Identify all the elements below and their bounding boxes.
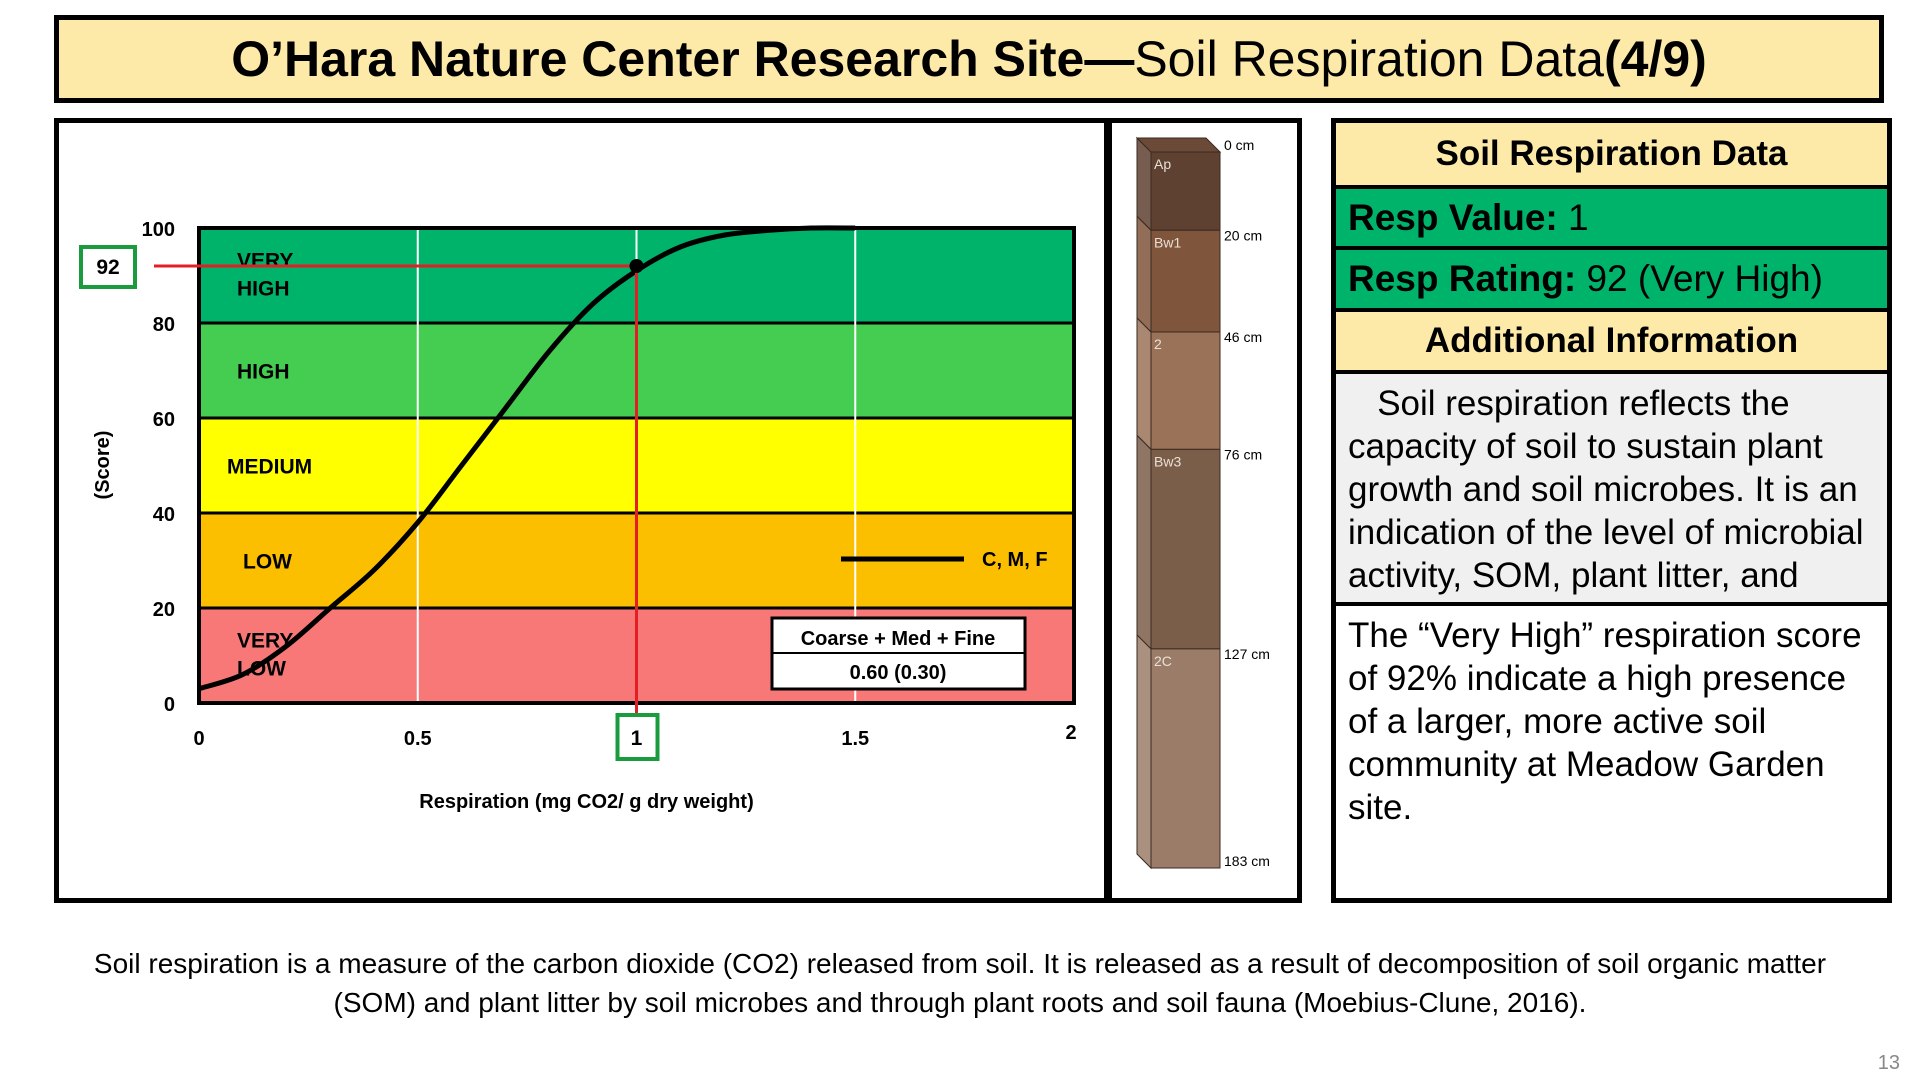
slide-title: O’Hara Nature Center Research Site— Soil … [54,15,1884,103]
horizon-side-face [1136,633,1152,870]
horizon-side-face [1136,316,1152,451]
depth-label: 0 cm [1224,137,1254,153]
depth-label: 76 cm [1224,446,1262,462]
x-tick-label: 1.5 [841,728,869,750]
y-tick-label: 100 [142,219,175,241]
horizon-label: 2C [1154,653,1172,669]
y-tick-label: 60 [153,409,175,431]
horizon-side-face [1136,215,1152,334]
soil-profile-panel: Ap Bw1 2 Bw3 2C 0 cm 20 cm 46 cm 76 cm 127 cm 183 … [1107,118,1302,903]
x-axis-label: Respiration (mg CO2/ g dry weight) [419,791,753,813]
depth-label: 127 cm [1224,646,1270,662]
horizon-side-face [1136,434,1152,651]
resp-rating: 92 (Very High) [1576,258,1823,299]
profile-top-face [1135,137,1222,153]
resp-rating-label: Resp Rating: [1348,258,1577,299]
resp-value-row: Resp Value: 1 [1336,189,1887,246]
series-line-cmf [198,225,856,692]
horizon-bw1 [1150,229,1221,333]
resp-value: 1 [1557,197,1589,238]
horizon-2c [1150,648,1221,869]
depth-label: 183 cm [1224,853,1270,869]
y-axis-label: (Score) [92,431,114,500]
horizon-bw3 [1150,448,1221,650]
x-tick-label: 0 [193,728,204,750]
title-page-indicator: (4/9) [1604,31,1707,87]
depth-label: 46 cm [1224,329,1262,345]
highlight-y-label: 92 [96,256,119,279]
x-tick-label: 2 [1065,722,1076,744]
info-paragraph-1: Soil respiration reflects the capacity o… [1336,374,1887,638]
info-panel: Soil Respiration Data Resp Value: 1 Resp… [1331,118,1892,903]
annotation-line-1: Coarse + Med + Fine [801,628,996,650]
highlight-x-box [615,713,660,761]
footnote: Soil respiration is a measure of the car… [93,948,1827,1018]
resp-rating-row: Resp Rating: 92 (Very High) [1336,250,1887,308]
chart-panel: VERY LOW LOW MEDIUM HIGH VERY HIGH 92 1 0 20 40 60 80… [54,118,1109,903]
y-tick-label: 20 [153,599,175,621]
horizon-label: Ap [1154,156,1171,172]
horizon-label: Bw1 [1154,234,1181,250]
highlight-x-label: 1 [631,727,643,750]
additional-information-header: Additional Information [1336,312,1887,370]
page-number: 13 [1877,1052,1900,1074]
annotation-line-2: 0.60 (0.30) [850,662,947,684]
legend-label: C, M, F [982,549,1048,571]
horizon-label: 2 [1154,336,1162,352]
highlight-y-box [79,245,137,289]
highlight-point [629,259,644,273]
band-label: HIGH [237,361,290,384]
y-tick-label: 80 [153,314,175,336]
band-label: MEDIUM [227,456,312,479]
band-label: VERY LOW [237,630,293,681]
y-tick-label: 40 [153,504,175,526]
soil-profile-diagram: Ap Bw1 2 Bw3 2C 0 cm 20 cm 46 cm 76 cm 127 cm 183 … [1135,136,1270,870]
horizon-2 [1150,331,1221,450]
band-label: LOW [243,551,292,574]
resp-value-label: Resp Value: [1348,197,1558,238]
y-tick-label: 0 [164,694,175,716]
horizon-label: Bw3 [1154,453,1181,469]
depth-label: 20 cm [1224,227,1262,243]
title-bold: O’Hara Nature Center Research Site— [231,31,1135,87]
x-tick-label: 0.5 [404,728,432,750]
soil-respiration-data-header: Soil Respiration Data [1336,123,1887,185]
horizon-side-face [1136,136,1152,232]
title-regular: Soil Respiration Data [1134,31,1604,87]
horizon-ap [1150,151,1221,231]
info-paragraph-2: The “Very High” respiration score of 92%… [1336,606,1887,898]
